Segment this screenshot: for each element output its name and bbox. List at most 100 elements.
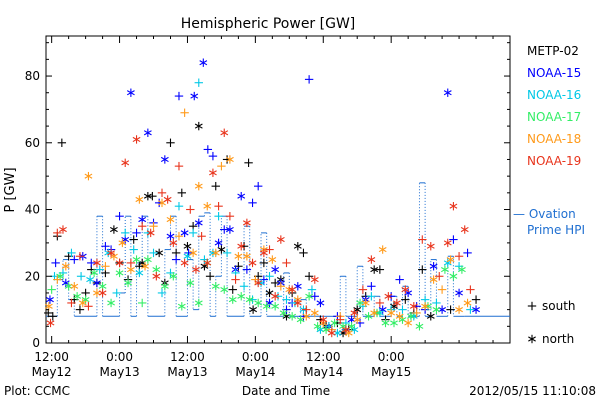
noaa-17-north-point xyxy=(90,268,99,278)
noaa-18-north-point xyxy=(189,248,198,258)
metp-02-north-point-ray xyxy=(155,250,164,256)
noaa-19-south-point xyxy=(197,232,206,241)
y-tick-label: 20 xyxy=(25,269,40,283)
noaa-17-north-point-ray xyxy=(98,283,107,289)
legend-south-label: south xyxy=(542,299,576,313)
noaa-17-north-point-ray xyxy=(177,303,186,309)
noaa-18-south-point xyxy=(174,232,184,241)
noaa-18-north-point-ray xyxy=(310,310,319,316)
noaa-19-north-point-ray xyxy=(271,293,280,299)
noaa-16-south-point xyxy=(157,288,167,298)
y-tick-label: 60 xyxy=(25,136,40,150)
noaa-17-north-point xyxy=(143,255,152,264)
noaa-19-north-point xyxy=(341,325,350,334)
plot-timestamp: 2012/05/15 11:10:08 xyxy=(469,384,596,398)
noaa-17-north-point-ray xyxy=(211,283,220,289)
noaa-19-north-point xyxy=(203,258,212,268)
noaa-19-north-point-ray xyxy=(203,260,212,266)
noaa-15-south-point xyxy=(51,258,60,268)
noaa-19-north-point-ray xyxy=(327,330,336,336)
noaa-18-north-point-ray xyxy=(455,307,463,313)
noaa-19-north-point xyxy=(384,292,393,301)
y-tick-label: 80 xyxy=(25,69,40,83)
noaa-18-north-point-ray xyxy=(203,203,212,209)
metp-02-south-point xyxy=(259,258,269,268)
x-tick-label-time: 0:00 xyxy=(242,350,269,364)
noaa-19-north-point xyxy=(192,265,200,274)
noaa-16-south-point xyxy=(222,248,232,258)
noaa-15-south-point xyxy=(208,151,218,161)
noaa-15-south-point xyxy=(174,91,184,101)
noaa-18-north-point-ray xyxy=(225,156,234,163)
noaa-15-south-point xyxy=(463,248,472,258)
noaa-17-north-point-ray xyxy=(228,297,237,303)
noaa-19-north-point-ray xyxy=(192,267,200,273)
noaa-17-north-point xyxy=(254,298,263,308)
noaa-19-north-point-ray xyxy=(146,230,155,236)
metp-02-north-point xyxy=(155,248,164,258)
noaa-17-north-point xyxy=(271,302,280,311)
noaa-15-north-point xyxy=(271,265,280,274)
noaa-18-north-point-ray xyxy=(404,320,413,326)
noaa-15-north-point xyxy=(429,262,438,271)
noaa-17-north-point xyxy=(245,295,254,304)
noaa-17-north-point xyxy=(330,318,339,328)
noaa-18-north-point xyxy=(446,255,455,264)
noaa-18-north-point xyxy=(310,308,319,318)
noaa-19-north-point-ray xyxy=(401,287,410,293)
noaa-15-north-point xyxy=(126,88,135,97)
noaa-17-north-point xyxy=(73,292,82,301)
legend-entry-noaa-16: NOAA-16 xyxy=(527,88,581,102)
metp-02-south-point xyxy=(75,305,85,314)
noaa-19-north-point xyxy=(276,235,285,244)
data-points-layer xyxy=(44,58,481,338)
x-tick-label-date: May12 xyxy=(32,365,72,379)
noaa-18-north-point-ray xyxy=(44,303,53,309)
noaa-15-south-point xyxy=(367,282,376,291)
noaa-17-north-point-ray xyxy=(237,293,246,299)
noaa-19-north-point-ray xyxy=(310,277,319,283)
noaa-15-north-point-ray xyxy=(199,60,208,66)
noaa-15-north-point-ray xyxy=(214,240,223,246)
metp-02-south-point xyxy=(129,235,138,244)
noaa-17-north-point-ray xyxy=(407,313,415,319)
noaa-17-north-point-ray xyxy=(432,307,441,313)
noaa-17-north-point xyxy=(407,312,415,321)
noaa-17-north-point-ray xyxy=(271,303,280,309)
noaa-18-north-point-ray xyxy=(234,253,243,259)
x-tick-label-date: May14 xyxy=(303,365,343,379)
noaa-19-north-point xyxy=(449,201,458,211)
noaa-19-north-point-ray xyxy=(115,260,124,266)
metp-02-north-point-ray xyxy=(143,193,152,199)
chart-title: Hemispheric Power [GW] xyxy=(181,16,356,32)
noaa-19-north-point-ray xyxy=(392,300,401,306)
metp-02-south-point xyxy=(48,312,57,321)
noaa-17-north-point-ray xyxy=(330,320,339,326)
x-tick-label-time: 12:00 xyxy=(170,350,205,364)
noaa-15-south-point xyxy=(203,145,213,154)
noaa-16-south-point xyxy=(239,282,249,291)
noaa-19-north-point xyxy=(59,225,67,234)
noaa-19-north-point xyxy=(209,168,217,178)
x-tick-label-date: May13 xyxy=(100,365,140,379)
legend-ovation-line1: — Ovation xyxy=(513,207,576,221)
noaa-18-north-point-ray xyxy=(61,263,70,269)
noaa-17-north-point-ray xyxy=(143,256,152,263)
noaa-15-north-point-ray xyxy=(225,226,234,233)
noaa-17-north-point-ray xyxy=(245,297,254,303)
noaa-15-north-point-ray xyxy=(46,297,54,303)
noaa-18-north-point xyxy=(429,275,438,284)
noaa-19-north-point-ray xyxy=(350,310,359,316)
noaa-17-north-point-ray xyxy=(296,317,305,323)
metp-02-south-point xyxy=(228,285,237,294)
noaa-18-north-point-ray xyxy=(118,240,127,246)
noaa-16-north-point xyxy=(135,268,144,278)
noaa-18-north-point xyxy=(421,302,430,311)
noaa-19-south-point xyxy=(53,228,62,238)
noaa-17-north-point xyxy=(220,285,229,294)
noaa-19-north-point-ray xyxy=(293,300,302,306)
noaa-18-north-point xyxy=(242,252,251,261)
metp-02-south-point xyxy=(44,308,53,318)
noaa-19-north-point-ray xyxy=(121,160,130,166)
noaa-17-north-point-ray xyxy=(449,273,458,279)
